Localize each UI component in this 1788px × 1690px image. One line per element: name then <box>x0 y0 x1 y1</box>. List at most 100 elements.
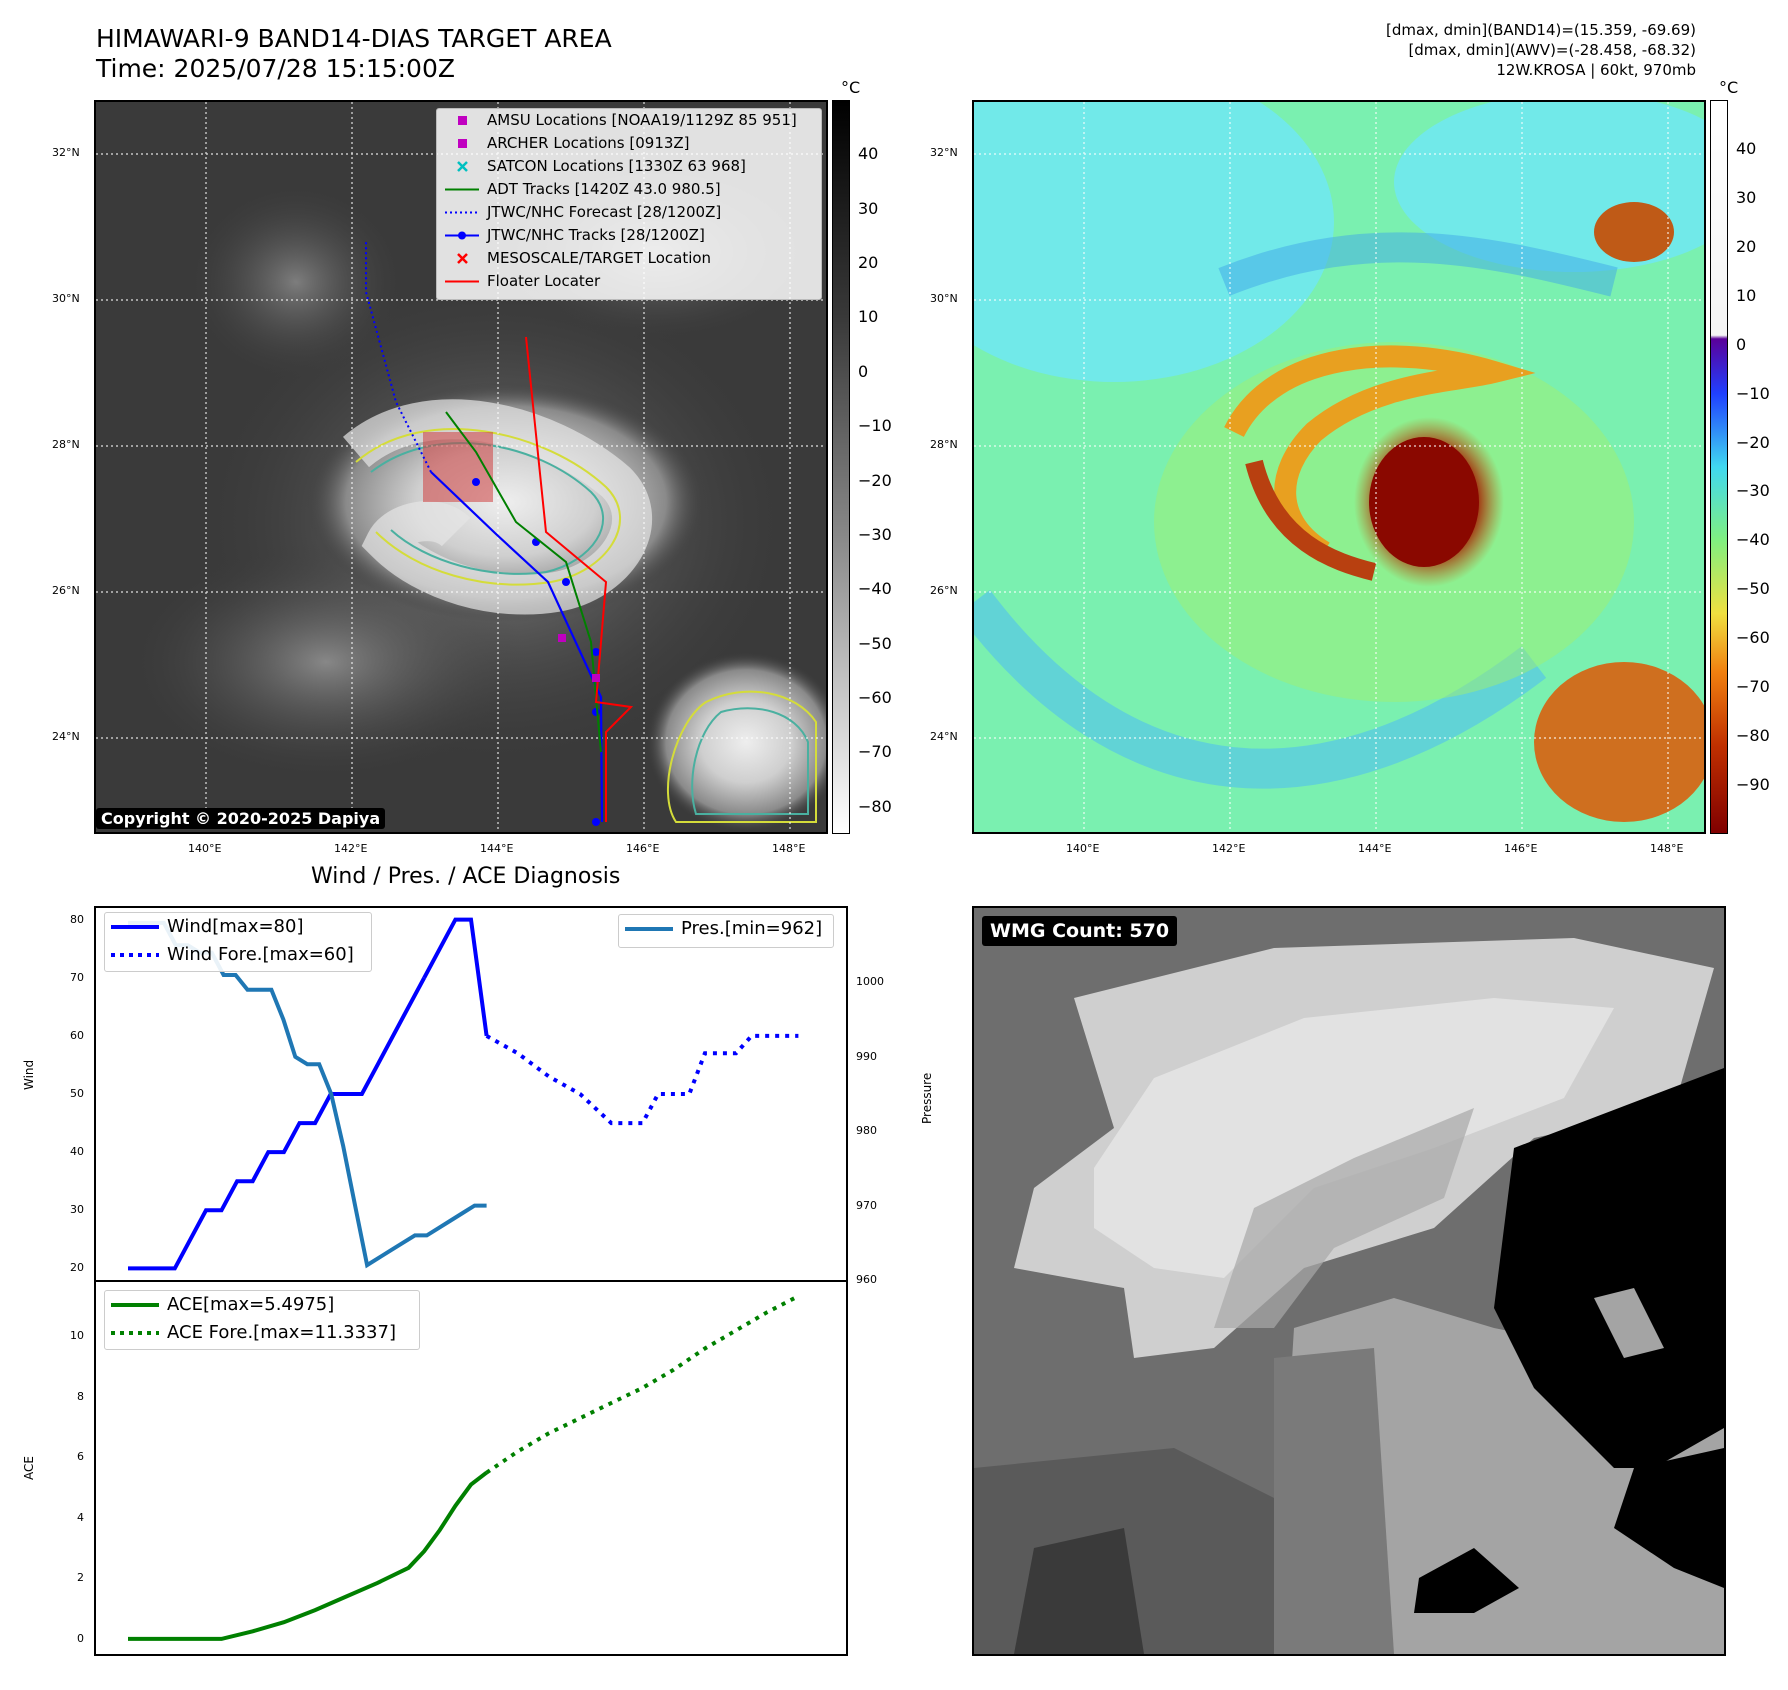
pressure-legend: Pres.[min=962] <box>618 914 834 948</box>
awv-colorbar-tick-label: −60 <box>1736 628 1770 648</box>
line-marker-icon <box>445 280 479 283</box>
pressure-axis-tick-label: 990 <box>856 1049 877 1063</box>
pressure-axis-tick-label: 1000 <box>856 975 884 989</box>
legend-label: ADT Tracks [1420Z 43.0 980.5] <box>487 180 721 198</box>
wind-series-line <box>128 976 426 1271</box>
ir-colorbar-tick-label: −70 <box>858 742 892 762</box>
ir-colorbar-tick-label: −30 <box>858 524 892 544</box>
ace-forecast-series-line <box>485 1294 800 1475</box>
title-line2: Time: 2025/07/28 15:15:00Z <box>96 54 455 83</box>
ir-lon-label: 148°E <box>772 842 806 855</box>
awv-lon-label: 142°E <box>1212 842 1246 855</box>
awv-colorbar-tick-label: −80 <box>1736 726 1770 746</box>
awv-colorbar-tick-label: −40 <box>1736 530 1770 550</box>
wind-axis-tick-label: 80 <box>70 912 84 926</box>
ir-colorbar-tick-label: 40 <box>858 144 879 164</box>
ir-lat-label: 28°N <box>52 438 80 451</box>
pressure-axis-tick-label: 980 <box>856 1124 877 1138</box>
ir-colorbar-tick-label: −20 <box>858 470 892 490</box>
title-line1: HIMAWARI-9 BAND14-DIAS TARGET AREA <box>96 24 612 53</box>
legend-label: ACE[max=5.4975] <box>167 1294 335 1315</box>
wind-series-line <box>422 917 489 1037</box>
ir-lon-label: 146°E <box>626 842 660 855</box>
legend-item-ace: ACE[max=5.4975] <box>105 1291 419 1319</box>
ir-lon-label: 144°E <box>480 842 514 855</box>
wmg-image <box>974 908 1724 1654</box>
pressure-axis-tick-label: 970 <box>856 1198 877 1212</box>
solid-line-icon <box>111 1303 159 1307</box>
copyright-badge: Copyright © 2020-2025 Dapiya <box>96 808 386 829</box>
wind-axis-label: Wind <box>22 1059 36 1090</box>
ir-colorbar-tick-label: −60 <box>858 688 892 708</box>
awv-lon-label: 146°E <box>1504 842 1538 855</box>
awv-colorbar-tick-label: −50 <box>1736 579 1770 599</box>
awv-lat-label: 24°N <box>930 730 958 743</box>
legend-item-adt: ADT Tracks [1420Z 43.0 980.5] <box>437 178 821 201</box>
awv-colorbar-tick-label: 10 <box>1736 285 1757 305</box>
awv-colorbar-tick-label: 40 <box>1736 138 1757 158</box>
awv-lat-label: 30°N <box>930 292 958 305</box>
legend-item-forecast: JTWC/NHC Forecast [28/1200Z] <box>437 201 821 224</box>
awv-colorbar-tick-label: 20 <box>1736 236 1757 256</box>
pressure-axis-tick-label: 960 <box>856 1273 877 1286</box>
awv-colorbar-tick-label: −10 <box>1736 383 1770 403</box>
ace-axis-tick-label: 6 <box>77 1450 84 1464</box>
wmg-count-badge: WMG Count: 570 <box>982 916 1178 946</box>
legend-label: JTWC/NHC Tracks [28/1200Z] <box>487 226 705 244</box>
legend-label: ARCHER Locations [0913Z] <box>487 134 690 152</box>
ir-lat-label: 30°N <box>52 292 80 305</box>
solid-line-icon <box>625 927 673 931</box>
square-marker-icon <box>458 139 467 148</box>
ir-lon-label: 140°E <box>188 842 222 855</box>
legend-label: MESOSCALE/TARGET Location <box>487 249 712 267</box>
legend-item-amsu: AMSU Locations [NOAA19/1129Z 85 951] <box>437 109 821 132</box>
ace-series-line <box>128 1471 488 1641</box>
wind-axis-tick-label: 50 <box>70 1087 84 1100</box>
legend-label: Pres.[min=962] <box>681 918 823 939</box>
diag-title: Wind / Pres. / ACE Diagnosis <box>311 864 621 889</box>
awv-colorbar-tick-label: −90 <box>1736 775 1770 795</box>
ace-axis-tick-label: 10 <box>70 1329 84 1343</box>
line-dot-marker-icon <box>445 231 479 240</box>
awv-image <box>974 102 1704 832</box>
legend-label: JTWC/NHC Forecast [28/1200Z] <box>487 203 722 221</box>
ir-colorbar-tick-label: 10 <box>858 307 879 327</box>
x-marker-icon <box>457 161 468 172</box>
legend-label: AMSU Locations [NOAA19/1129Z 85 951] <box>487 111 797 129</box>
ace-axis-tick-label: 0 <box>77 1631 84 1645</box>
awv-lon-label: 144°E <box>1358 842 1392 855</box>
wind-legend: Wind[max=80] Wind Fore.[max=60] <box>104 912 372 972</box>
awv-lat-label: 28°N <box>930 438 958 451</box>
legend-item-floater: Floater Locater <box>437 270 821 293</box>
legend-label: Wind[max=80] <box>167 916 304 937</box>
awv-lon-label: 140°E <box>1066 842 1100 855</box>
wind-forecast-series-line <box>485 1033 799 1126</box>
ir-lat-label: 32°N <box>52 146 80 159</box>
legend-label: ACE Fore.[max=11.3337] <box>167 1322 396 1343</box>
awv-lat-label: 26°N <box>930 584 958 597</box>
ace-axis-label: ACE <box>22 1456 36 1480</box>
ir-lat-label: 26°N <box>52 584 80 597</box>
ir-legend: AMSU Locations [NOAA19/1129Z 85 951] ARC… <box>436 108 822 300</box>
awv-colorbar-tick-label: −30 <box>1736 481 1770 501</box>
wind-axis-tick-label: 20 <box>70 1261 84 1275</box>
ace-axis-tick-label: 8 <box>77 1389 84 1403</box>
legend-label: Floater Locater <box>487 272 601 290</box>
awv-colorbar-unit: °C <box>1719 78 1739 97</box>
ir-lon-label: 142°E <box>334 842 368 855</box>
ir-colorbar-tick-label: −50 <box>858 633 892 653</box>
ace-svg <box>128 1294 800 1641</box>
awv-colorbar-tick-label: −20 <box>1736 432 1770 452</box>
square-marker-icon <box>458 116 467 125</box>
dotted-line-icon <box>111 1331 159 1335</box>
ir-colorbar-tick-label: −10 <box>858 416 892 436</box>
pressure-axis-label: Pressure <box>920 1072 934 1124</box>
awv-colorbar <box>1710 100 1728 834</box>
awv-colorbar-tick-label: −70 <box>1736 677 1770 697</box>
wind-axis-tick-label: 60 <box>70 1028 84 1042</box>
dotted-line-icon <box>111 953 159 957</box>
info-line2: [dmax, dmin](AWV)=(-28.458, -68.32) <box>1408 41 1696 59</box>
ir-colorbar-tick-label: 0 <box>858 361 869 381</box>
legend-item-pressure: Pres.[min=962] <box>619 915 833 943</box>
wmg-panel <box>972 906 1726 1656</box>
